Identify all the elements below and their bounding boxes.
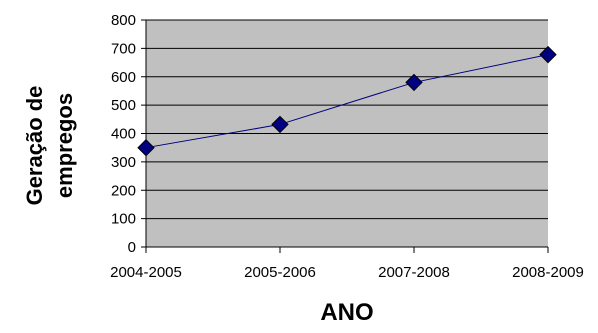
x-tick-label: 2008-2009 xyxy=(512,264,584,281)
x-tick-label: 2005-2006 xyxy=(244,264,316,281)
series-line xyxy=(145,54,549,149)
y-tick-label: 200 xyxy=(111,182,136,199)
data-point-marker xyxy=(137,138,155,157)
data-point-marker xyxy=(271,115,289,134)
y-tick-label: 500 xyxy=(111,97,136,114)
series-layer xyxy=(137,45,557,157)
x-tick-label: 2007-2008 xyxy=(378,264,450,281)
y-axis-title: empregos xyxy=(52,93,77,198)
y-tick-label: 700 xyxy=(111,40,136,57)
y-tick-label: 100 xyxy=(111,211,136,228)
y-tick-label: 600 xyxy=(111,69,136,86)
axes xyxy=(141,19,549,253)
data-point-marker xyxy=(405,73,423,92)
gridlines xyxy=(146,19,548,220)
data-point-marker xyxy=(539,45,557,64)
x-tick-labels: 2004-2005 2005-2006 2007-2008 2008-2009 xyxy=(110,264,584,281)
y-tick-labels: 0 100 200 300 400 500 600 700 800 xyxy=(111,12,136,256)
y-axis-title: Geração de xyxy=(22,86,47,206)
x-axis-title: ANO xyxy=(320,299,373,326)
y-tick-label: 300 xyxy=(111,154,136,171)
y-tick-label: 0 xyxy=(128,239,136,256)
y-tick-label: 400 xyxy=(111,126,136,143)
y-tick-label: 800 xyxy=(111,12,136,29)
x-tick-label: 2004-2005 xyxy=(110,264,182,281)
